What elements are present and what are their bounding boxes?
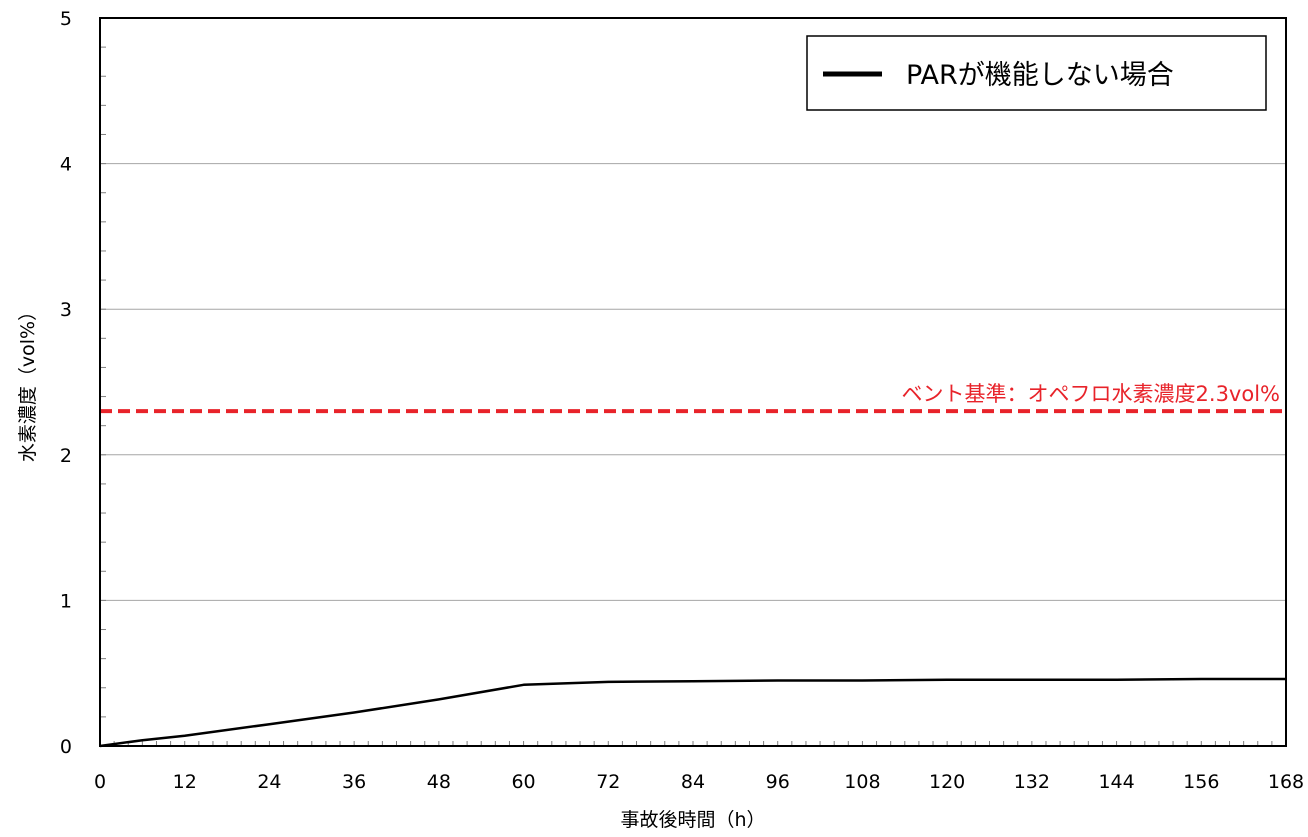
y-tick-label: 4 [60,154,72,176]
x-tick-label: 72 [596,771,620,793]
reference-line-group: ベント基準：オペフロ水素濃度2.3vol% [100,382,1286,414]
x-tick-label: 24 [257,771,281,793]
x-axis-label: 事故後時間（h） [620,809,765,831]
y-tick-label: 2 [60,445,72,467]
x-tick-label: 108 [844,771,880,793]
y-tick-label: 3 [60,299,72,321]
x-tick-label: 156 [1183,771,1219,793]
series-group [99,677,1286,748]
y-tick-label: 5 [60,8,72,30]
x-tick-label: 132 [1014,771,1050,793]
y-tick-label: 1 [60,590,72,612]
series-line-0 [99,677,1286,748]
x-tick-label: 36 [342,771,366,793]
legend: PARが機能しない場合 [806,35,1267,111]
reference-line-label: ベント基準：オペフロ水素濃度2.3vol% [902,382,1280,406]
legend-box [806,35,1267,111]
x-tick-label: 96 [766,771,790,793]
gridlines [100,163,1286,601]
x-tick-label: 144 [1098,771,1134,793]
x-tick-label: 12 [173,771,197,793]
plot-frame [99,17,1287,747]
x-tick-label: 60 [511,771,535,793]
x-tick-label: 168 [1268,771,1304,793]
x-tick-label: 120 [929,771,965,793]
x-tick-label: 0 [94,771,106,793]
x-tick-label: 84 [681,771,705,793]
legend-label: PARが機能しない場合 [906,60,1174,91]
x-tick-label: 48 [427,771,451,793]
y-tick-label: 0 [60,736,72,758]
y-axis-label: 水素濃度（vol%） [17,302,39,462]
